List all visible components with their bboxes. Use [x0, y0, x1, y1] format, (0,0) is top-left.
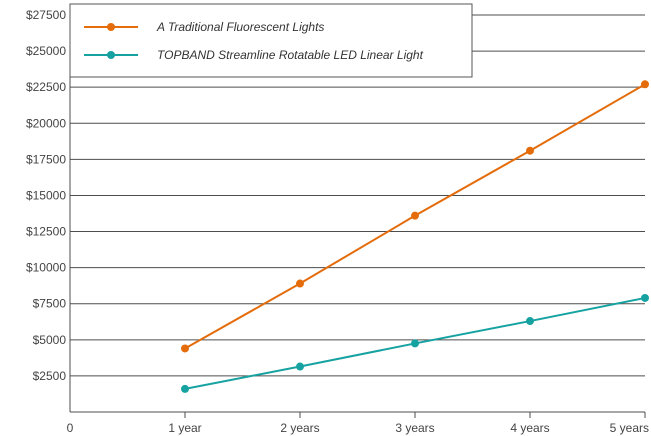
y-tick-label: $12500	[26, 225, 66, 239]
x-tick-label: 2 years	[280, 421, 319, 435]
y-tick-label: $22500	[26, 80, 66, 94]
y-tick-label: $15000	[26, 188, 66, 202]
y-tick-label: $7500	[33, 297, 67, 311]
data-point	[296, 362, 304, 371]
legend-entry-label: A Traditional Fluorescent Lights	[156, 20, 324, 34]
data-point	[526, 146, 534, 155]
data-point	[641, 80, 649, 89]
legend-swatch-marker	[107, 51, 115, 59]
legend-entry-label: TOPBAND Streamline Rotatable LED Linear …	[157, 48, 424, 62]
data-point	[181, 384, 189, 393]
y-tick-label: $5000	[33, 333, 67, 347]
x-tick-label: 5 years	[610, 421, 649, 435]
data-point	[296, 279, 304, 288]
data-point	[411, 211, 419, 220]
y-tick-label: $20000	[26, 116, 66, 130]
y-tick-label: $10000	[26, 261, 66, 275]
x-tick-label: 0	[67, 421, 74, 435]
y-tick-label: $27500	[26, 8, 66, 22]
series-group	[181, 80, 649, 393]
x-tick-label: 1 year	[168, 421, 201, 435]
legend-box	[69, 3, 473, 78]
data-point	[641, 293, 649, 302]
x-tick-label: 4 years	[510, 421, 549, 435]
y-tick-label: $17500	[26, 152, 66, 166]
legend-swatch-marker	[107, 23, 115, 31]
data-point	[411, 339, 419, 348]
data-point	[526, 317, 534, 326]
y-tick-label: $2500	[33, 369, 67, 383]
x-tick-label: 3 years	[395, 421, 434, 435]
x-axis-tick-labels: 0 1 year 2 years 3 years 4 years 5 years	[67, 421, 649, 435]
legend: A Traditional Fluorescent Lights TOPBAND …	[69, 3, 473, 78]
data-point	[181, 344, 189, 353]
y-axis-tick-labels: $2500 $5000 $7500 $10000 $12500 $15000 $17500 $…	[26, 8, 66, 383]
y-tick-label: $25000	[26, 44, 66, 58]
